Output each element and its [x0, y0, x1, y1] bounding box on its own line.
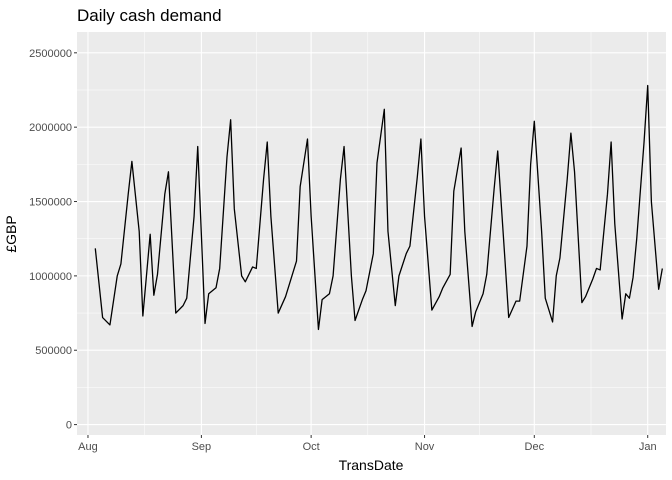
series-layer	[94, 84, 663, 331]
y-tick-label: 2500000	[29, 48, 72, 60]
plot-panel	[77, 32, 666, 435]
series-line	[94, 84, 663, 331]
chart-title: Daily cash demand	[77, 6, 222, 25]
grid-major	[77, 32, 666, 435]
y-axis: 0 500000 1000000 1500000 2000000 2500000	[29, 48, 77, 432]
y-tick-label: 1000000	[29, 271, 72, 283]
y-tick-label: 1500000	[29, 197, 72, 209]
x-tick-label: Dec	[525, 441, 545, 453]
grid-minor	[77, 32, 666, 435]
x-tick-label: Sep	[192, 441, 212, 453]
x-tick-label: Jan	[639, 441, 657, 453]
y-tick-label: 2000000	[29, 122, 72, 134]
x-axis-title: TransDate	[339, 457, 404, 473]
x-tick-label: Oct	[303, 441, 320, 453]
x-tick-label: Aug	[78, 441, 98, 453]
y-tick-label: 0	[66, 420, 72, 432]
x-axis: Aug Sep Oct Nov Dec Jan	[78, 435, 657, 453]
y-axis-title: £GBP	[3, 215, 19, 252]
x-tick-label: Nov	[415, 441, 435, 453]
y-tick-label: 500000	[35, 345, 72, 357]
